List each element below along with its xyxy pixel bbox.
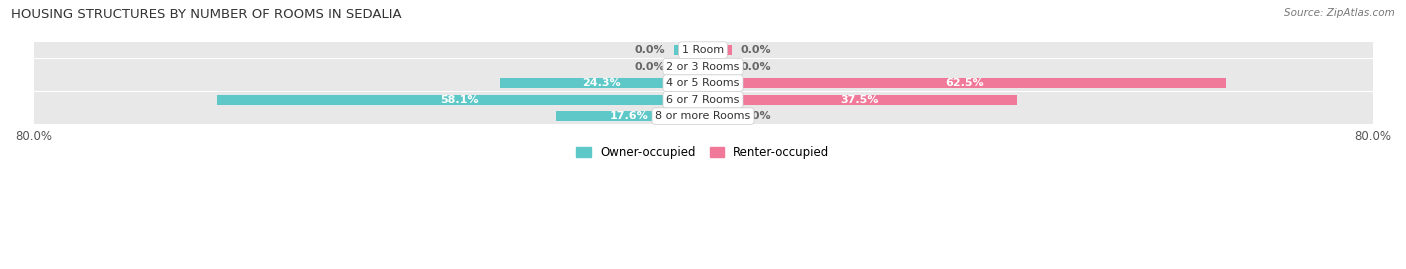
Text: 0.0%: 0.0%: [741, 111, 772, 121]
Text: 2 or 3 Rooms: 2 or 3 Rooms: [666, 62, 740, 72]
Text: 0.0%: 0.0%: [741, 45, 772, 55]
Bar: [673, 62, 703, 72]
Text: 0.0%: 0.0%: [741, 62, 772, 72]
Text: 58.1%: 58.1%: [440, 95, 479, 105]
Bar: [703, 45, 733, 55]
Text: 17.6%: 17.6%: [610, 111, 648, 121]
Bar: [34, 59, 1372, 75]
Bar: [34, 92, 1372, 108]
Text: 4 or 5 Rooms: 4 or 5 Rooms: [666, 78, 740, 88]
Text: 1 Room: 1 Room: [682, 45, 724, 55]
Bar: [499, 78, 703, 88]
Bar: [555, 111, 703, 121]
Bar: [703, 62, 733, 72]
Legend: Owner-occupied, Renter-occupied: Owner-occupied, Renter-occupied: [572, 141, 834, 164]
Text: 6 or 7 Rooms: 6 or 7 Rooms: [666, 95, 740, 105]
Bar: [34, 75, 1372, 91]
Bar: [703, 111, 733, 121]
Text: 37.5%: 37.5%: [841, 95, 879, 105]
Text: 62.5%: 62.5%: [945, 78, 984, 88]
Text: 8 or more Rooms: 8 or more Rooms: [655, 111, 751, 121]
Bar: [703, 78, 1226, 88]
Bar: [34, 108, 1372, 124]
Bar: [34, 42, 1372, 58]
Bar: [673, 45, 703, 55]
Bar: [703, 95, 1017, 105]
Text: Source: ZipAtlas.com: Source: ZipAtlas.com: [1284, 8, 1395, 18]
Text: 0.0%: 0.0%: [634, 45, 665, 55]
Text: 0.0%: 0.0%: [634, 62, 665, 72]
Bar: [217, 95, 703, 105]
Text: HOUSING STRUCTURES BY NUMBER OF ROOMS IN SEDALIA: HOUSING STRUCTURES BY NUMBER OF ROOMS IN…: [11, 8, 402, 21]
Text: 24.3%: 24.3%: [582, 78, 620, 88]
